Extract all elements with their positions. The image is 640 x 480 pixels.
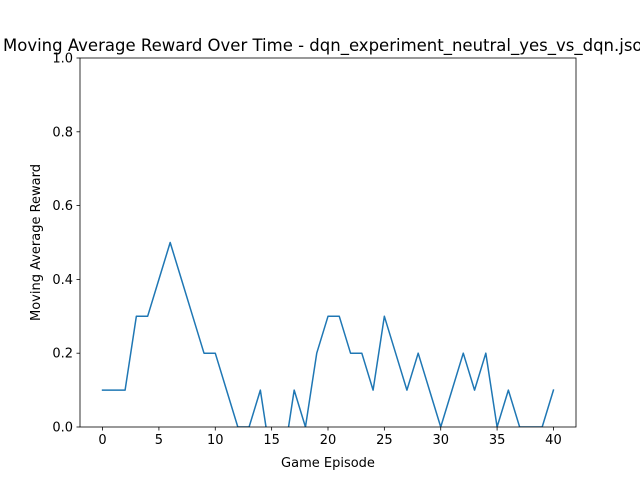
y-tick-label: 0.6 — [52, 199, 73, 214]
x-tick-label: 30 — [432, 433, 449, 448]
x-tick-label: 35 — [489, 433, 506, 448]
y-tick-label: 0.2 — [52, 347, 73, 362]
series-layer — [101, 241, 555, 427]
x-tick-label: 10 — [207, 433, 224, 448]
x-tick-label: 25 — [376, 433, 393, 448]
chart-title: Moving Average Reward Over Time - dqn_ex… — [3, 36, 640, 56]
x-tick-label: 15 — [263, 433, 280, 448]
x-axis: 0 5 10 15 20 25 30 35 40 — [98, 427, 562, 448]
y-tick-label: 0.4 — [52, 273, 73, 288]
y-tick-label: 0.8 — [52, 125, 73, 140]
x-tick-label: 5 — [155, 433, 163, 448]
y-axis: 0.0 0.2 0.4 0.6 0.8 1.0 — [52, 52, 80, 436]
y-axis-label: Moving Average Reward — [29, 164, 44, 321]
y-tick-label: 0.0 — [52, 421, 73, 436]
y-tick-label: 1.0 — [52, 52, 73, 67]
x-tick-label: 40 — [545, 433, 562, 448]
x-tick-label: 20 — [320, 433, 337, 448]
plot-frame — [79, 57, 577, 428]
x-axis-label: Game Episode — [281, 456, 375, 471]
series-line-0 — [101, 241, 555, 427]
x-tick-label: 0 — [98, 433, 106, 448]
